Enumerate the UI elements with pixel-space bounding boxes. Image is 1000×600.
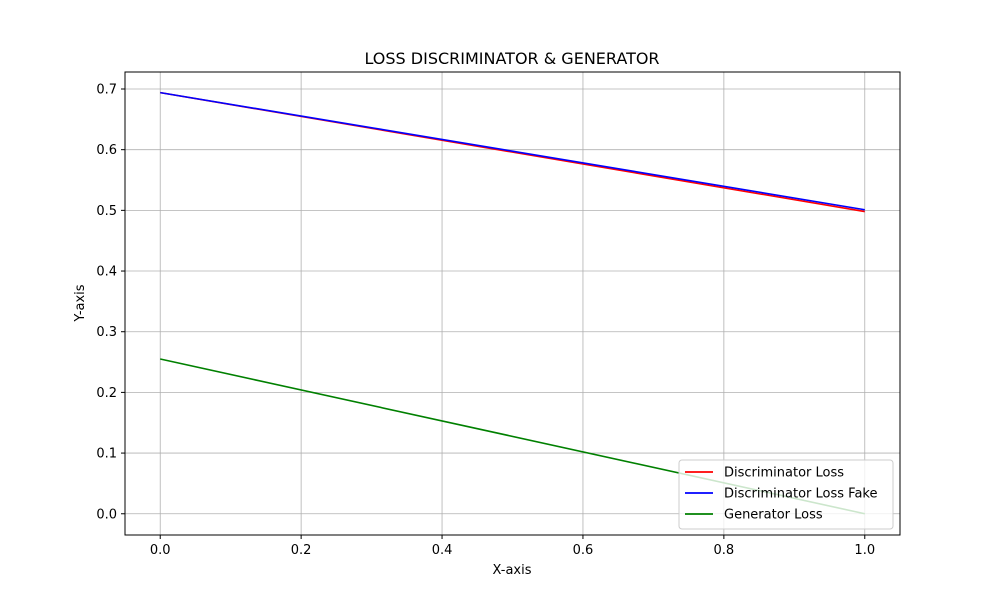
y-tick-label: 0.5 — [96, 204, 117, 219]
y-tick-label: 0.2 — [96, 386, 117, 401]
y-axis-label: Y-axis — [73, 284, 88, 322]
y-tick-label: 0.6 — [96, 143, 117, 158]
legend-label: Generator Loss — [724, 508, 823, 523]
series-line-discriminator-loss-fake — [160, 91, 865, 211]
legend-label: Discriminator Loss Fake — [724, 487, 877, 502]
x-tick-label: 0.0 — [150, 543, 171, 558]
x-axis-label: X-axis — [493, 563, 532, 578]
x-tick-label: 0.6 — [573, 543, 594, 558]
x-tick-label: 0.4 — [432, 543, 453, 558]
y-tick-label: 0.3 — [96, 325, 117, 340]
y-tick-label: 0.0 — [96, 507, 117, 522]
y-tick-label: 0.7 — [96, 82, 117, 97]
legend: Discriminator Loss Discriminator Loss Fak… — [678, 459, 894, 530]
y-tick-label: 0.4 — [96, 265, 117, 280]
legend-box — [678, 459, 894, 530]
x-tick-label: 1.0 — [854, 543, 875, 558]
legend-label: Discriminator Loss — [724, 466, 844, 481]
ticks: 0.0 0.2 0.4 0.6 0.8 1.0 0.0 0.1 0.2 0.3 0.4 0.5 0.6 0… — [96, 82, 875, 558]
grid — [125, 72, 900, 535]
plot-frame — [124, 71, 901, 536]
x-tick-label: 0.8 — [714, 543, 735, 558]
y-tick-label: 0.1 — [96, 447, 117, 462]
x-tick-label: 0.2 — [291, 543, 312, 558]
chart-title: LOSS DISCRIMINATOR & GENERATOR — [364, 49, 659, 68]
